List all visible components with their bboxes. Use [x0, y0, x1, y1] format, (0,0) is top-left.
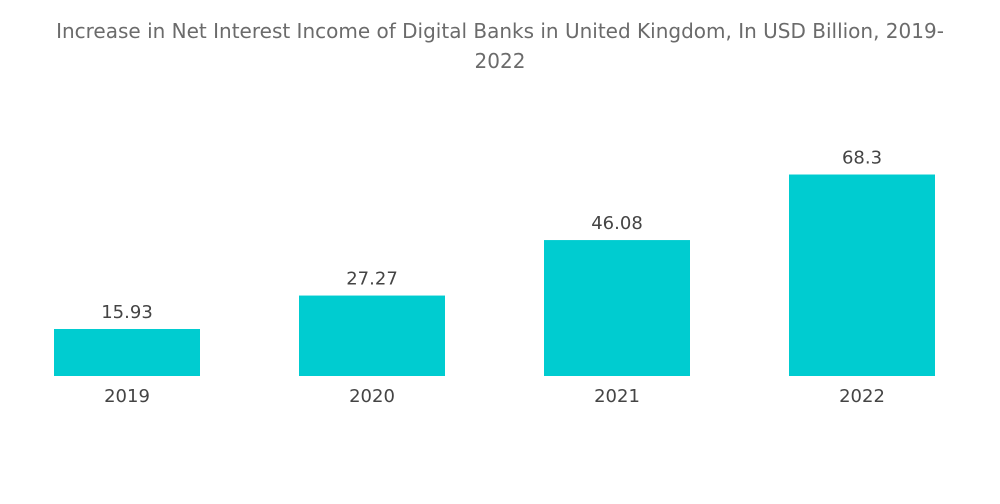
bar-2019: [54, 329, 200, 376]
bars-group: [54, 174, 935, 376]
value-label-2019: 15.93: [101, 302, 153, 323]
x-axis-tick-labels: 2019 2020 2021 2022: [104, 386, 885, 407]
value-labels-group: 15.93 27.27 46.08 68.3: [101, 148, 882, 323]
x-tick-label-2019: 2019: [104, 386, 150, 407]
value-label-2022: 68.3: [842, 148, 882, 169]
x-tick-label-2022: 2022: [839, 386, 885, 407]
bar-2022: [789, 174, 935, 376]
x-tick-label-2021: 2021: [594, 386, 640, 407]
bar-2020: [299, 295, 445, 376]
value-label-2020: 27.27: [346, 269, 398, 290]
chart-title: Increase in Net Interest Income of Digit…: [56, 19, 944, 73]
bar-2021: [544, 240, 690, 376]
x-tick-label-2020: 2020: [349, 386, 395, 407]
value-label-2021: 46.08: [591, 213, 643, 234]
